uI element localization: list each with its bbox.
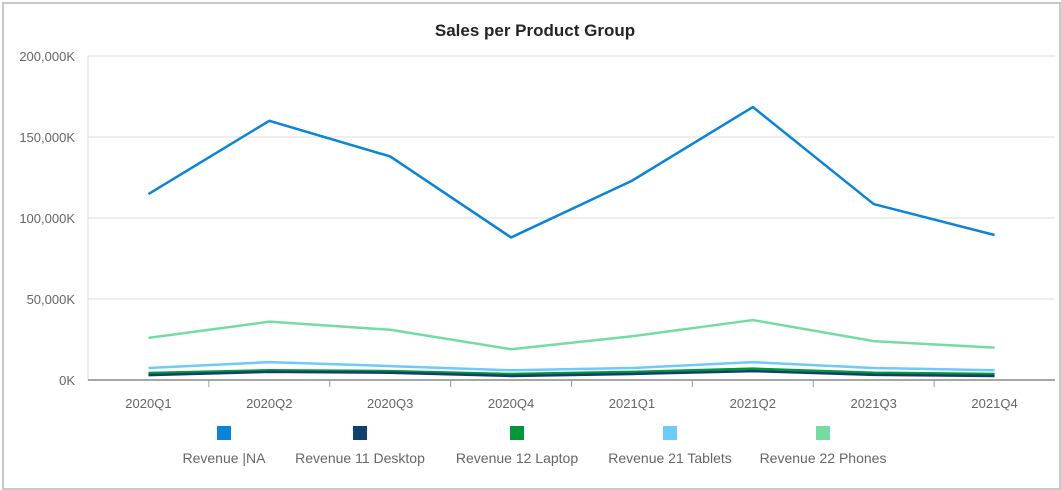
y-tick-label: 0K	[59, 373, 75, 388]
x-tick-label: 2020Q4	[488, 396, 534, 411]
legend-label: Revenue 11 Desktop	[295, 450, 425, 466]
line-chart: Sales per Product Group 0K 50,000K 100,000…	[19, 21, 1055, 466]
x-tick-label: 2020Q1	[125, 396, 171, 411]
x-tick-label: 2021Q4	[971, 396, 1017, 411]
series-line	[148, 367, 995, 376]
series-line	[148, 360, 995, 372]
legend-label: Revenue |NA	[182, 450, 266, 466]
legend-label: Revenue 21 Tablets	[608, 450, 732, 466]
legend-label: Revenue 22 Phones	[760, 450, 887, 466]
x-tick-label: 2021Q3	[851, 396, 897, 411]
y-tick-label: 150,000K	[19, 130, 75, 145]
x-tick-label: 2021Q1	[609, 396, 655, 411]
legend-swatch	[510, 426, 524, 440]
chart-title: Sales per Product Group	[435, 21, 635, 40]
x-tick-label: 2020Q2	[246, 396, 292, 411]
x-tick-label: 2020Q3	[367, 396, 413, 411]
legend-swatch	[816, 426, 830, 440]
legend-swatch	[353, 426, 367, 440]
x-tick-label: 2021Q2	[730, 396, 776, 411]
series-line	[148, 369, 995, 378]
series-line	[147, 105, 995, 239]
y-tick-label: 50,000K	[27, 292, 76, 307]
legend-swatch	[217, 426, 231, 440]
series-line	[148, 318, 995, 351]
legend-swatch	[663, 426, 677, 440]
y-tick-label: 100,000K	[19, 211, 75, 226]
legend-label: Revenue 12 Laptop	[456, 450, 578, 466]
y-tick-label: 200,000K	[19, 49, 75, 64]
